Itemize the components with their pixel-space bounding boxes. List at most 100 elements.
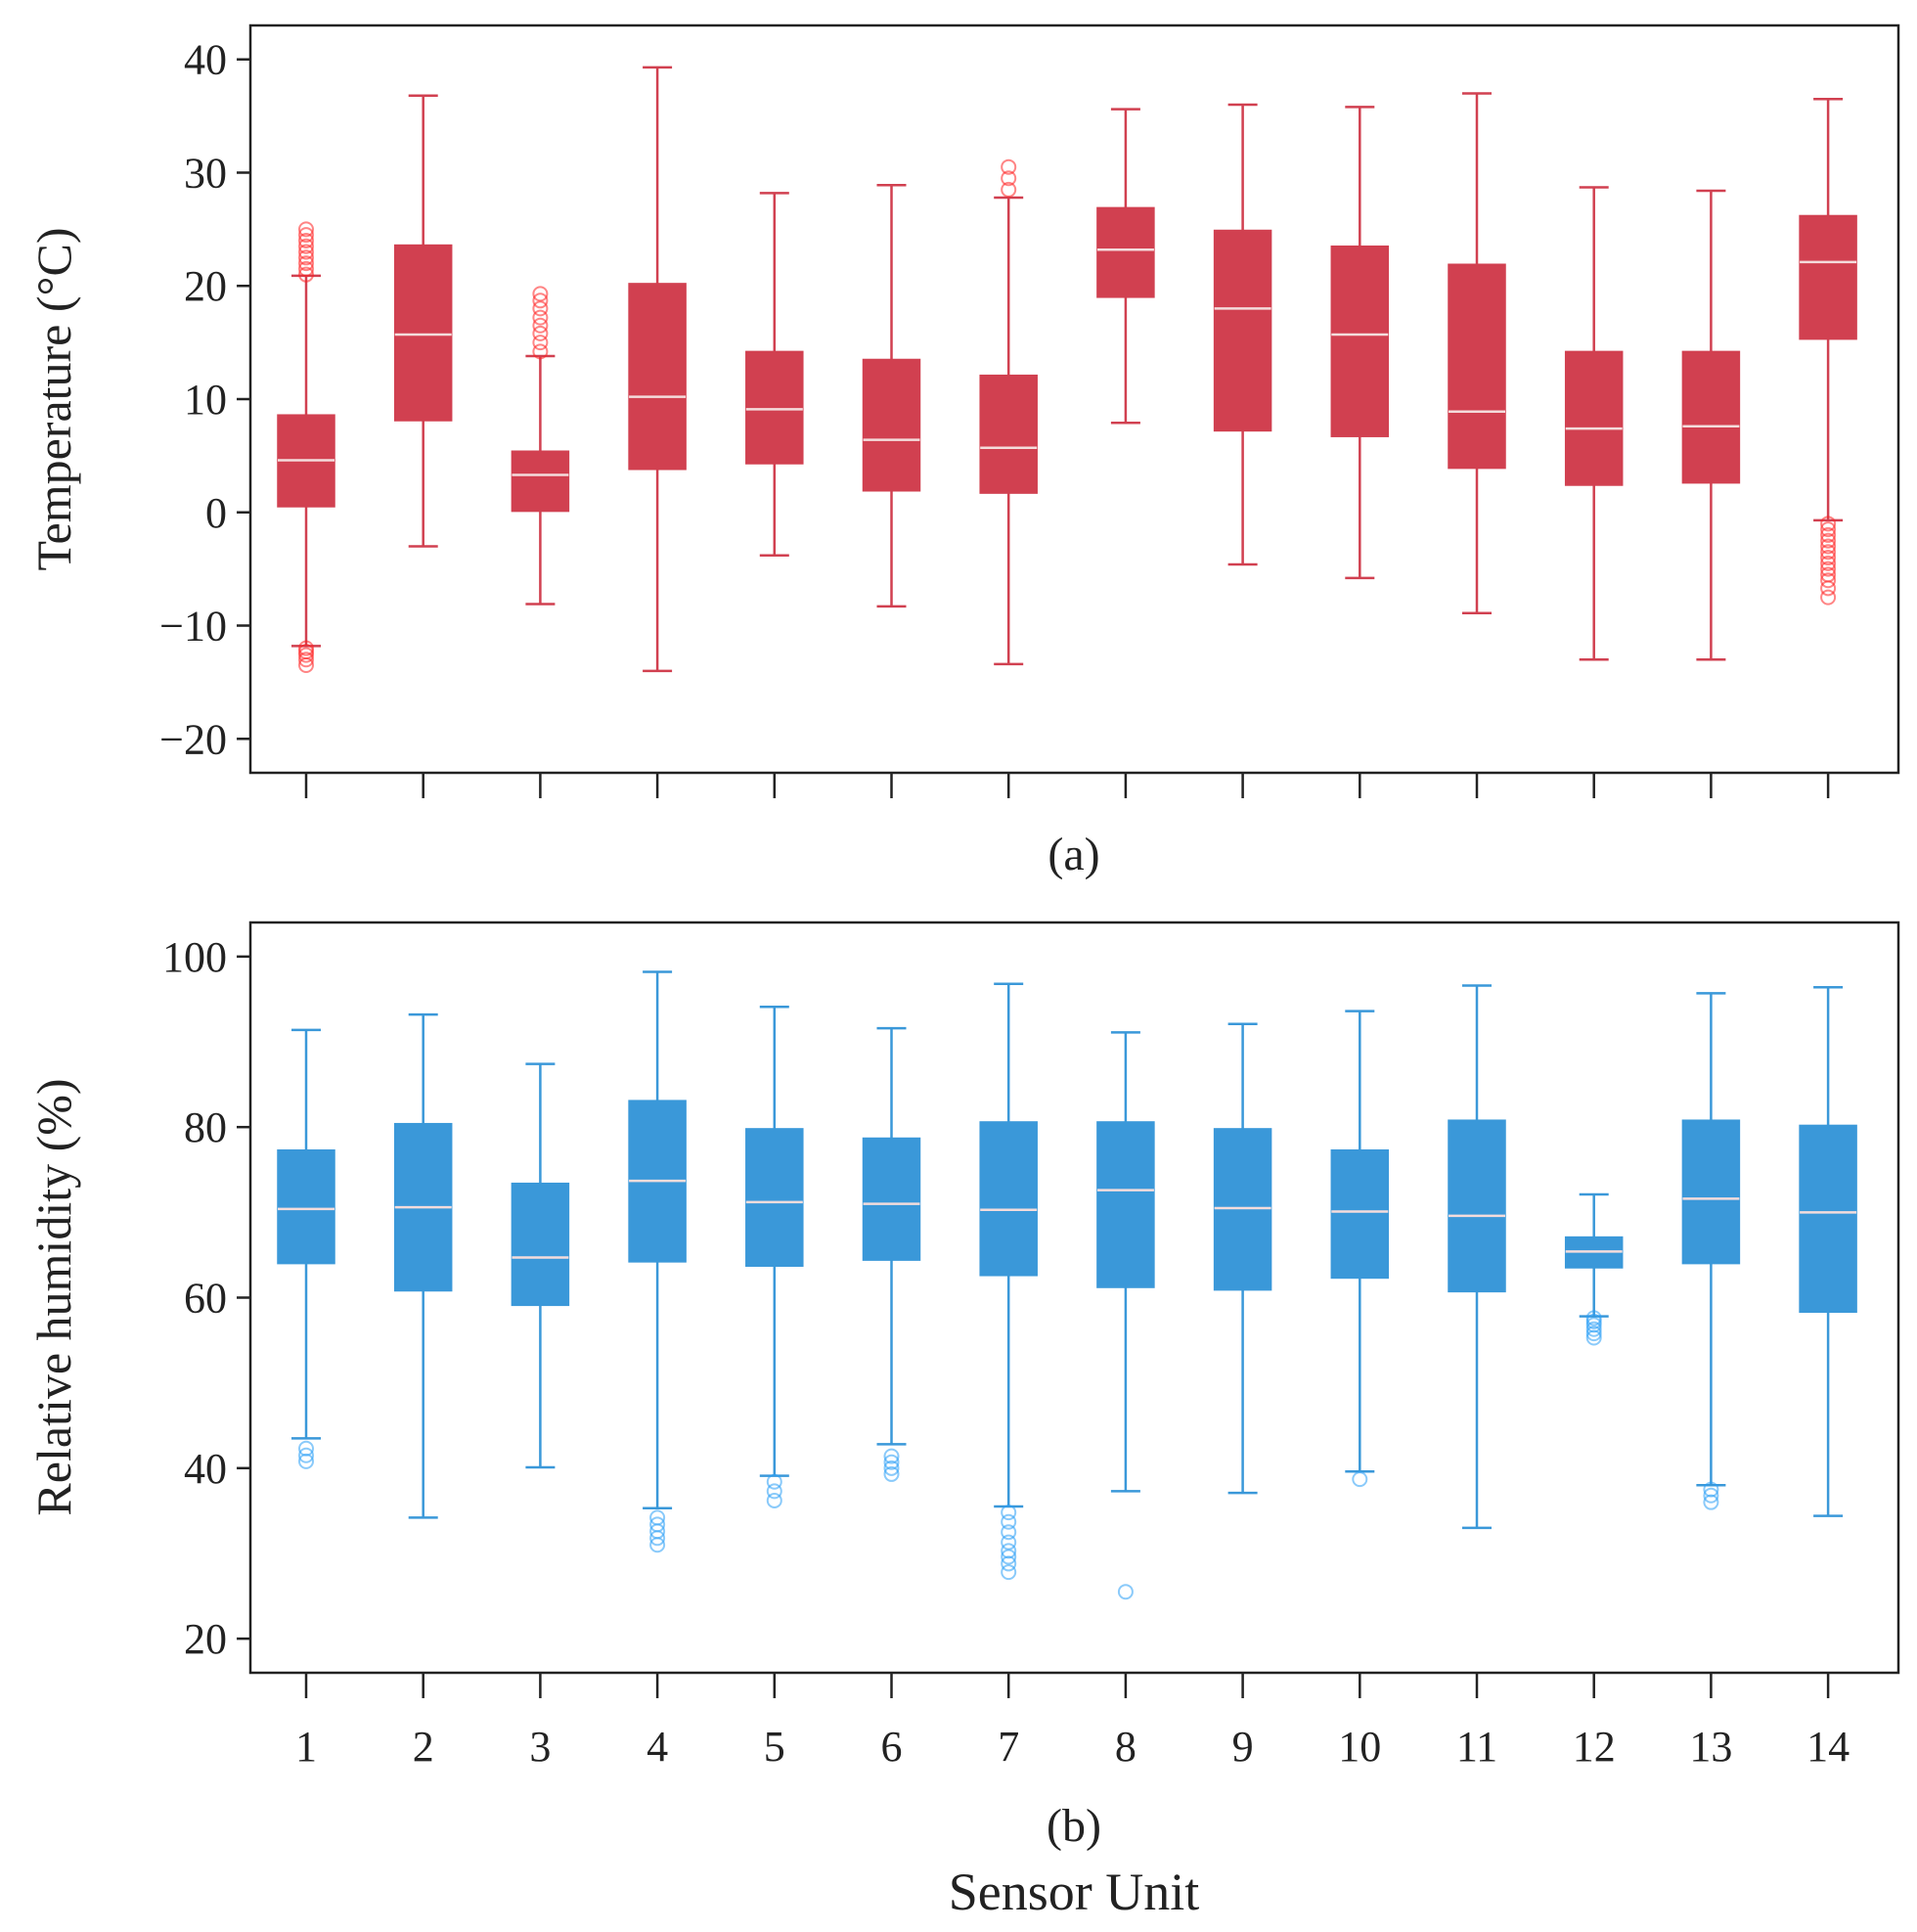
- iqr-box: [979, 374, 1038, 494]
- outlier-point: [1820, 544, 1837, 561]
- iqr-box: [1799, 214, 1857, 340]
- box-sensor-3: [511, 1062, 570, 1469]
- outlier-point: [298, 255, 314, 272]
- outlier-point: [1001, 158, 1017, 175]
- outlier-point: [532, 292, 549, 309]
- box-sensor-5: [745, 192, 804, 557]
- outlier-point: [1820, 555, 1837, 571]
- y-tick-label: 60: [184, 1275, 227, 1323]
- x-tick-label: 12: [1573, 1723, 1616, 1771]
- box-sensor-8: [1096, 1031, 1155, 1600]
- outlier-point: [883, 1460, 900, 1476]
- outlier-point: [532, 343, 549, 360]
- outlier-point: [298, 232, 314, 248]
- humidity-y-ticks: 20 40 60 80 100: [162, 933, 250, 1663]
- box-sensor-8: [1096, 108, 1155, 425]
- outlier-point: [766, 1483, 782, 1500]
- box-sensor-6: [862, 1026, 921, 1482]
- outlier-point: [1001, 170, 1017, 187]
- humidity-y-axis-title: Relative humidity (%): [26, 1078, 81, 1515]
- box-sensor-2: [393, 94, 453, 548]
- iqr-box: [1681, 350, 1741, 484]
- x-tick-label: 10: [1338, 1723, 1381, 1771]
- box-sensor-4: [628, 970, 687, 1553]
- y-tick-label: −10: [159, 603, 227, 651]
- x-tick-label: 5: [764, 1723, 785, 1771]
- outlier-point: [1820, 521, 1837, 538]
- outlier-point: [298, 266, 314, 283]
- x-axis-title: Sensor Unit: [949, 1863, 1200, 1921]
- outlier-point: [1820, 550, 1837, 566]
- panel-label-a: (a): [1048, 829, 1099, 880]
- iqr-box: [745, 1128, 804, 1268]
- x-tick-label: 3: [529, 1723, 551, 1771]
- y-tick-label: −20: [159, 715, 227, 763]
- outlier-point: [532, 335, 549, 351]
- outlier-point: [649, 1509, 666, 1526]
- outlier-point: [298, 221, 314, 238]
- outlier-point: [1820, 532, 1837, 549]
- outlier-point: [298, 249, 314, 266]
- outlier-point: [1117, 1584, 1134, 1600]
- iqr-box: [511, 450, 570, 513]
- outlier-point: [649, 1516, 666, 1533]
- y-tick-label: 100: [162, 933, 227, 981]
- outlier-point: [1585, 1321, 1602, 1337]
- outlier-point: [883, 1465, 900, 1482]
- outlier-point: [298, 260, 314, 277]
- outlier-point: [532, 317, 549, 334]
- outlier-point: [1585, 1325, 1602, 1342]
- outlier-point: [1001, 181, 1017, 198]
- outlier-point: [298, 647, 314, 663]
- iqr-box: [1799, 1124, 1857, 1314]
- outlier-point: [532, 309, 549, 326]
- outlier-point: [1352, 1471, 1368, 1488]
- temperature-y-axis-title: Temperature (°C): [26, 227, 81, 570]
- outlier-point: [1820, 516, 1837, 532]
- y-tick-label: 20: [184, 262, 227, 310]
- iqr-box: [1213, 1128, 1272, 1291]
- box-sensor-11: [1448, 984, 1506, 1530]
- iqr-box: [628, 283, 687, 471]
- iqr-box: [1448, 263, 1506, 470]
- outlier-point: [1001, 1513, 1017, 1530]
- outlier-point: [1820, 580, 1837, 597]
- humidity-boxes: [277, 970, 1857, 1600]
- x-tick-label: 1: [295, 1723, 317, 1771]
- box-sensor-5: [745, 1006, 804, 1508]
- box-sensor-7: [979, 158, 1038, 666]
- box-sensor-6: [862, 183, 921, 608]
- outlier-point: [1001, 1564, 1017, 1581]
- box-sensor-9: [1213, 1022, 1272, 1495]
- box-sensor-7: [979, 982, 1038, 1581]
- outlier-point: [766, 1492, 782, 1508]
- panel-label-b: (b): [1047, 1800, 1101, 1852]
- outlier-point: [532, 325, 549, 341]
- outlier-point: [298, 1447, 314, 1463]
- y-tick-label: 10: [184, 376, 227, 424]
- outlier-point: [298, 238, 314, 254]
- outlier-point: [883, 1454, 900, 1470]
- x-tick-label: 14: [1806, 1723, 1850, 1771]
- outlier-point: [883, 1448, 900, 1464]
- iqr-box: [979, 1121, 1038, 1277]
- outlier-point: [1001, 1505, 1017, 1521]
- iqr-box: [1096, 206, 1155, 298]
- box-sensor-1: [277, 1028, 335, 1469]
- box-sensor-12: [1564, 186, 1624, 661]
- box-sensor-1: [277, 221, 335, 674]
- temperature-boxes: [277, 66, 1857, 674]
- humidity-x-ticks: 1 2 3 4 5 6 7 8 9 10 11 12 13 14: [295, 1673, 1850, 1771]
- box-sensor-3: [511, 286, 570, 606]
- temperature-x-ticks: [304, 773, 1830, 798]
- iqr-box: [1681, 1119, 1741, 1265]
- outlier-point: [532, 286, 549, 302]
- outlier-point: [1585, 1310, 1602, 1326]
- iqr-box: [1564, 350, 1624, 486]
- x-tick-label: 13: [1689, 1723, 1732, 1771]
- iqr-box: [1213, 229, 1272, 432]
- box-sensor-14: [1799, 985, 1857, 1517]
- box-sensor-13: [1681, 992, 1741, 1510]
